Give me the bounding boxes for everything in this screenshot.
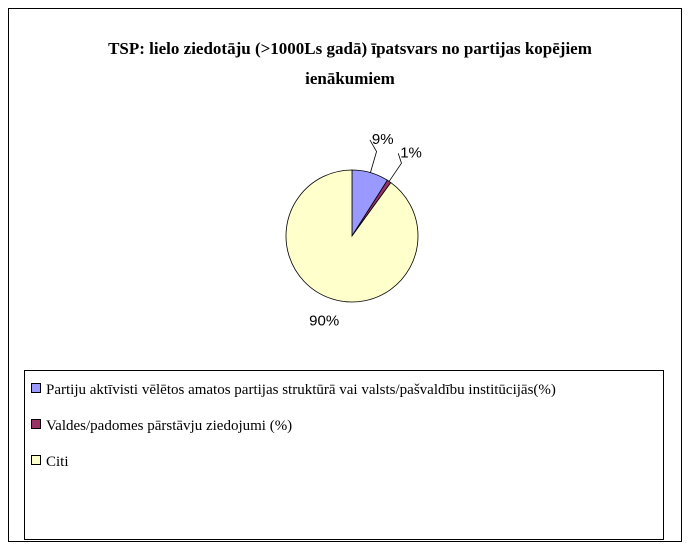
leader-line	[388, 153, 402, 182]
chart-frame	[8, 8, 682, 542]
pie-slice	[285, 169, 419, 303]
leader-line	[369, 139, 377, 173]
legend-swatch	[31, 383, 41, 393]
data-label: 9%	[372, 131, 394, 148]
chart-title: TSP: lielo ziedotāju (>1000Ls gadā) īpat…	[108, 39, 592, 88]
data-label: 1%	[400, 144, 422, 161]
legend-item: Citi	[31, 451, 657, 473]
legend-label: Citi	[46, 454, 69, 470]
legend: Partiju aktīvisti vēlētos amatos partija…	[24, 370, 664, 540]
data-label: 90%	[309, 313, 339, 330]
legend-item: Partiju aktīvisti vēlētos amatos partija…	[31, 379, 657, 401]
legend-label: Valdes/padomes pārstāvju ziedojumi (%)	[46, 418, 293, 434]
legend-swatch	[31, 419, 41, 429]
legend-item: Valdes/padomes pārstāvju ziedojumi (%)	[31, 415, 657, 437]
legend-label: Partiju aktīvisti vēlētos amatos partija…	[46, 382, 556, 398]
legend-swatch	[31, 455, 41, 465]
